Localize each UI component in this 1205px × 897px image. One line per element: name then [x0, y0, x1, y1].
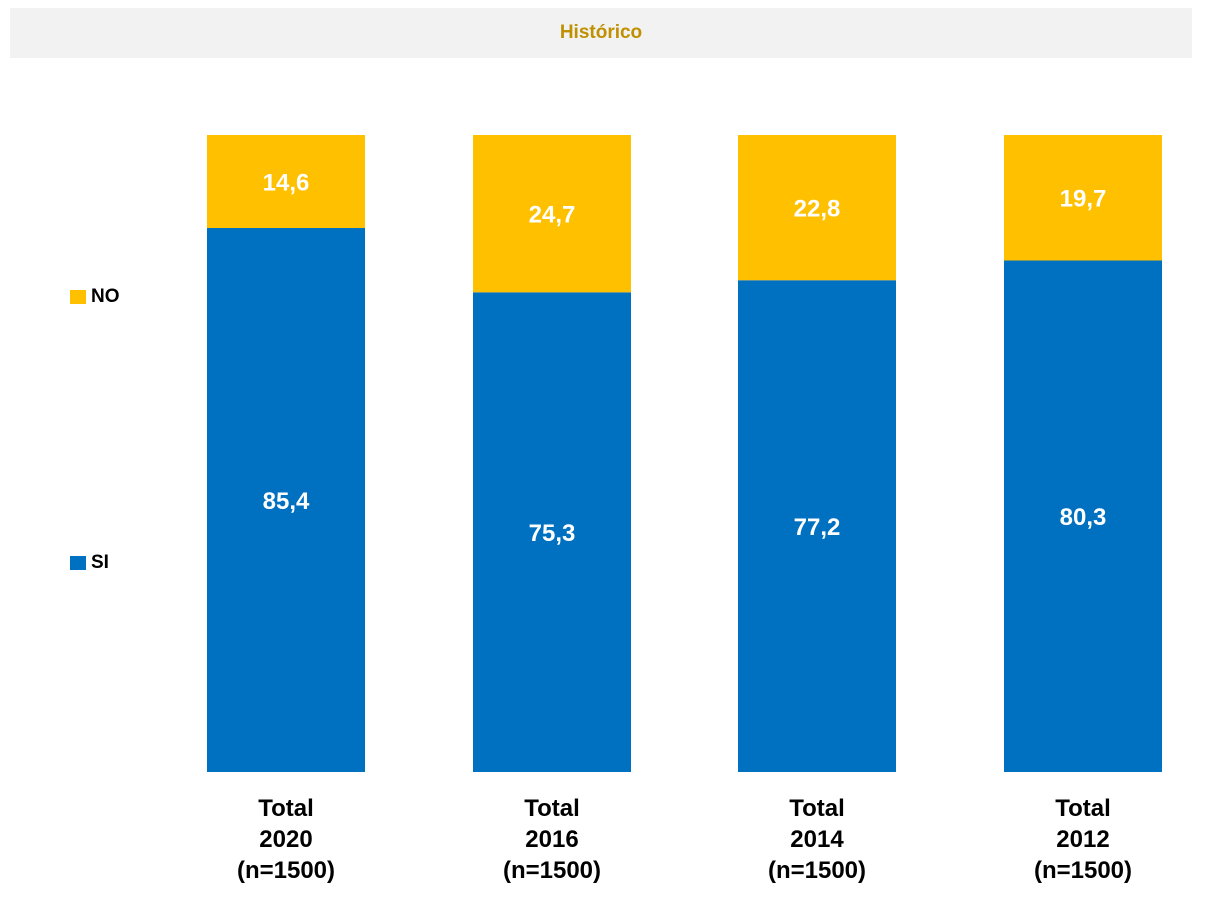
- category-label-3-line-2: (n=1500): [1034, 857, 1132, 884]
- legend-label-si: SI: [91, 552, 109, 573]
- bar-segment-si-3: [1004, 260, 1162, 772]
- bar-segment-no-3: [1004, 135, 1162, 261]
- legend-swatch-si: [70, 556, 86, 570]
- category-label-0-line-0: Total: [258, 795, 314, 822]
- legend-item-si: SI: [70, 551, 109, 575]
- legend-label-no: NO: [91, 286, 120, 307]
- data-label-no-3: 19,7: [1060, 186, 1107, 213]
- category-label-2-line-1: 2014: [790, 826, 844, 853]
- category-label-0-line-1: 2020: [259, 826, 312, 853]
- bar-segment-si-1: [473, 292, 631, 772]
- header-band: Histórico: [10, 8, 1192, 58]
- category-label-1-line-1: 2016: [525, 826, 578, 853]
- bar-segment-no-0: [207, 135, 365, 229]
- category-label-0-line-2: (n=1500): [237, 857, 335, 884]
- data-label-si-1: 75,3: [529, 520, 576, 547]
- category-label-1-line-2: (n=1500): [503, 857, 601, 884]
- header-title: Histórico: [559, 22, 643, 43]
- bar-segment-no-1: [473, 135, 631, 293]
- data-label-no-0: 14,6: [263, 170, 310, 197]
- category-label-3-line-0: Total: [1055, 795, 1111, 822]
- legend-item-no: NO: [70, 285, 120, 309]
- bar-segment-no-2: [738, 135, 896, 281]
- data-label-si-3: 80,3: [1060, 504, 1107, 531]
- category-label-2-line-0: Total: [789, 795, 845, 822]
- data-label-no-2: 22,8: [794, 196, 841, 223]
- bar-segment-si-0: [207, 228, 365, 772]
- data-label-si-0: 85,4: [263, 488, 310, 515]
- legend-swatch-no: [70, 290, 86, 304]
- category-label-3-line-1: 2012: [1056, 826, 1109, 853]
- bar-segment-si-2: [738, 280, 896, 772]
- category-label-1-line-0: Total: [524, 795, 580, 822]
- data-label-no-1: 24,7: [529, 202, 576, 229]
- category-label-2-line-2: (n=1500): [768, 857, 866, 884]
- data-label-si-2: 77,2: [794, 514, 841, 541]
